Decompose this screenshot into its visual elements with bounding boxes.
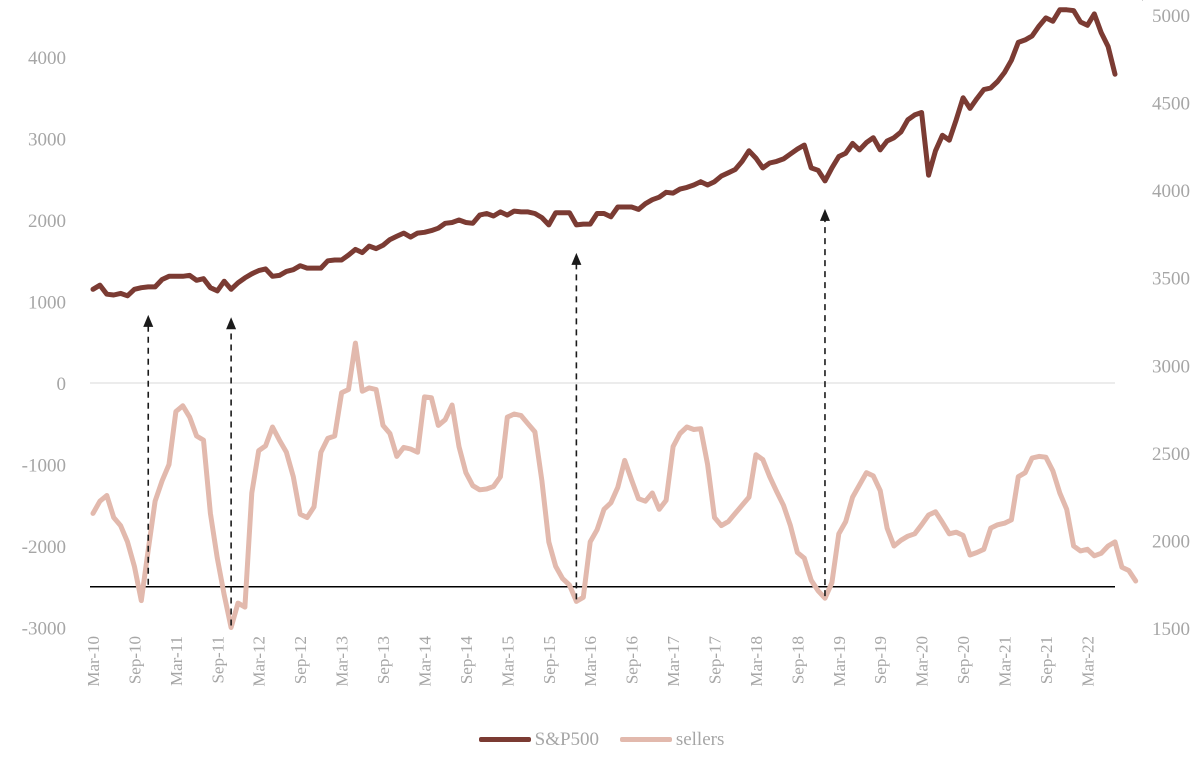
left-axis: 4000 3000 2000 1000 0 -1000 -2000 -3000 [22, 48, 66, 639]
x-tick-label: Mar-19 [830, 636, 849, 687]
x-tick-label: Mar-15 [498, 636, 517, 687]
legend-item-sellers: sellers [619, 728, 725, 751]
x-tick-label: Sep-10 [125, 636, 144, 684]
arrow-head [819, 208, 830, 221]
left-tick-label: 4000 [28, 48, 66, 69]
legend-swatch-sellers [619, 737, 672, 742]
right-tick-label: 1500 [1152, 619, 1190, 640]
arrow-annotations [143, 208, 830, 626]
x-tick-label: Mar-14 [415, 636, 434, 687]
left-tick-label: -3000 [22, 619, 66, 640]
x-tick-label: Sep-20 [954, 636, 973, 684]
x-tick-label: Mar-16 [581, 636, 600, 687]
right-tick-label: 3500 [1152, 269, 1190, 290]
right-axis: 5000 4500 4000 3500 3000 2500 2000 1500 [1152, 6, 1190, 640]
x-tick-label: Mar-10 [84, 636, 103, 687]
legend: S&P500 sellers [0, 726, 1203, 751]
x-tick-label: Mar-22 [1078, 636, 1097, 687]
arrow-head [571, 252, 582, 265]
legend-label-sellers: sellers [675, 728, 725, 750]
x-tick-label: Sep-12 [291, 636, 310, 684]
left-tick-label: 0 [57, 374, 67, 395]
x-tick-label: Sep-14 [457, 636, 476, 685]
legend-item-sp500: S&P500 [478, 728, 600, 751]
x-tick-label: Sep-19 [871, 636, 890, 684]
legend-label-sp500: S&P500 [534, 728, 600, 750]
arrow-head [226, 317, 237, 330]
left-tick-label: -1000 [22, 456, 66, 477]
x-tick-label: Mar-11 [167, 636, 186, 686]
left-tick-label: -2000 [22, 537, 66, 558]
x-tick-label: Mar-12 [250, 636, 269, 687]
right-tick-label: 2500 [1152, 444, 1190, 465]
series-group [90, 7, 1139, 630]
left-tick-label: 3000 [28, 130, 66, 151]
x-tick-label: Sep-17 [705, 636, 724, 685]
x-tick-label: Sep-11 [208, 636, 227, 684]
x-tick-label: Sep-21 [1037, 636, 1056, 684]
x-tick-label: Sep-16 [623, 636, 642, 684]
series-line-sp500 [90, 7, 1118, 299]
x-tick-label: Mar-13 [333, 636, 352, 687]
x-tick-label: Sep-13 [374, 636, 393, 684]
arrow-head [143, 314, 154, 327]
right-tick-label: 5000 [1152, 6, 1190, 27]
x-tick-label: Mar-17 [664, 636, 683, 687]
left-tick-label: 1000 [28, 293, 66, 314]
left-tick-label: 2000 [28, 211, 66, 232]
series-line-sellers [90, 340, 1139, 630]
x-tick-label: Sep-18 [788, 636, 807, 684]
x-tick-label: Mar-18 [747, 636, 766, 687]
x-tick-label: Sep-15 [540, 636, 559, 684]
x-axis: Mar-10 Sep-10 Mar-11 Sep-11 Mar-12 Sep-12 Mar-… [84, 636, 1097, 687]
right-tick-label: 3000 [1152, 356, 1190, 377]
right-tick-label: 4500 [1152, 94, 1190, 115]
x-tick-label: Mar-20 [913, 636, 932, 687]
right-tick-label: 4000 [1152, 181, 1190, 202]
legend-swatch-sp500 [478, 737, 531, 742]
right-tick-label: 2000 [1152, 531, 1190, 552]
x-tick-label: Mar-21 [996, 636, 1015, 687]
